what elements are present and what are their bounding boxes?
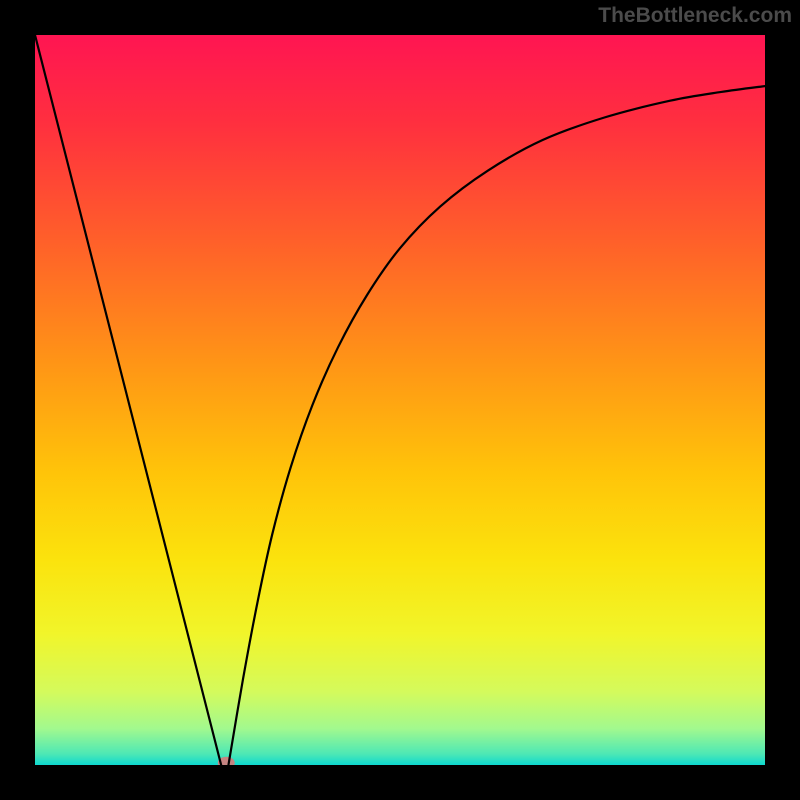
- stage: TheBottleneck.com: [0, 0, 800, 800]
- chart-svg: [35, 35, 765, 765]
- attribution-text: TheBottleneck.com: [598, 4, 792, 28]
- curve-right-segment: [228, 86, 765, 765]
- plot-area: [35, 35, 765, 765]
- curve-left-segment: [35, 35, 221, 765]
